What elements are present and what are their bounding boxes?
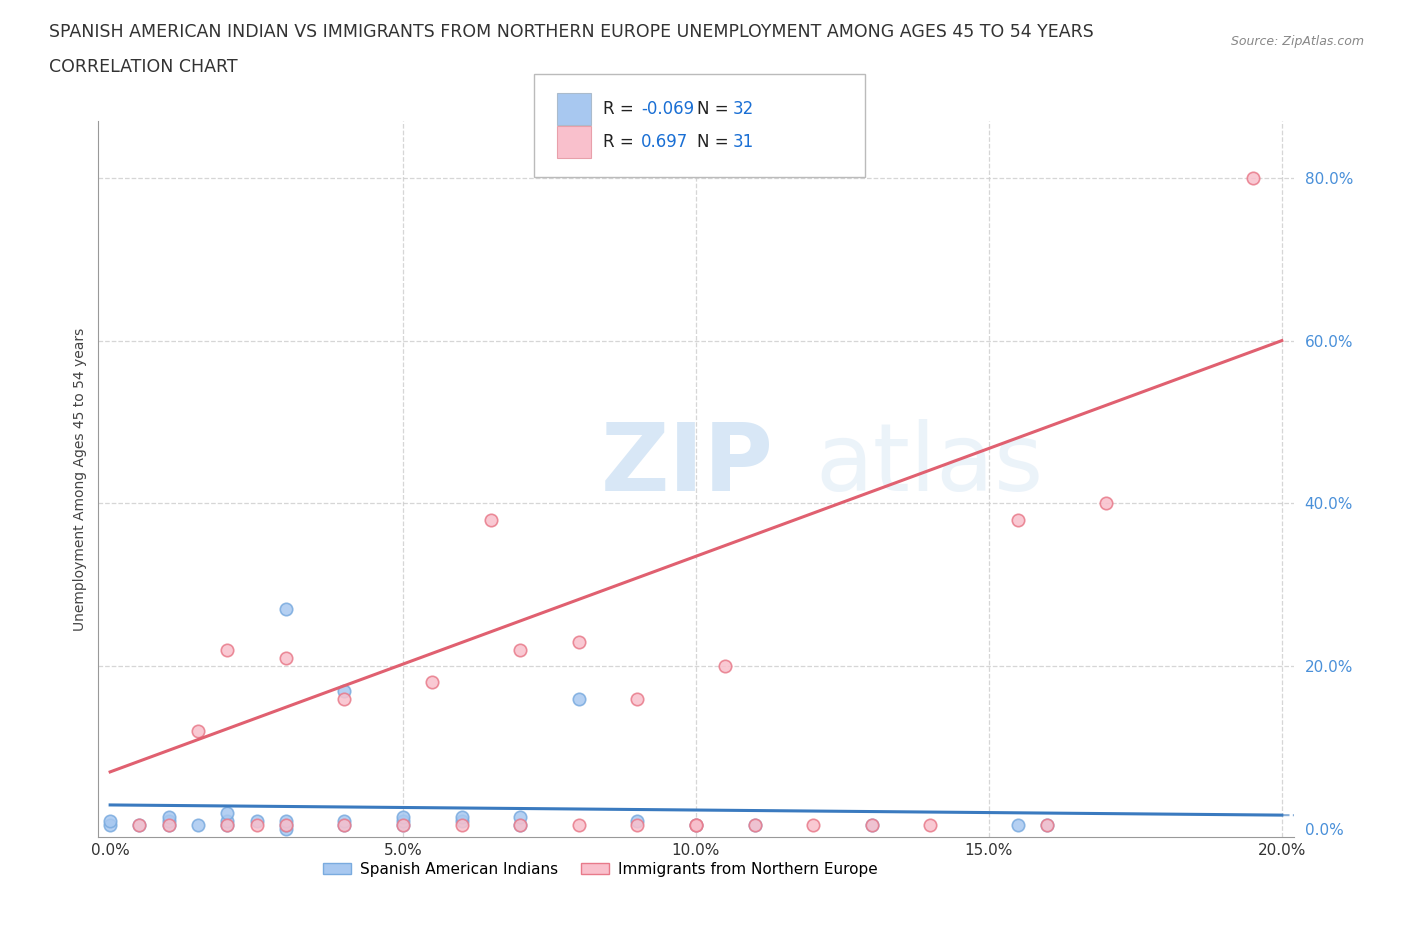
Point xyxy=(246,817,269,832)
Point xyxy=(217,813,239,829)
Point xyxy=(333,691,356,706)
Text: CORRELATION CHART: CORRELATION CHART xyxy=(49,58,238,75)
Point xyxy=(450,813,472,829)
Y-axis label: Unemployment Among Ages 45 to 54 years: Unemployment Among Ages 45 to 54 years xyxy=(73,327,87,631)
Point xyxy=(246,813,269,829)
Point xyxy=(860,817,883,832)
Point xyxy=(98,813,121,829)
Point xyxy=(274,813,297,829)
Point xyxy=(714,658,737,673)
Legend: Spanish American Indians, Immigrants from Northern Europe: Spanish American Indians, Immigrants fro… xyxy=(318,856,883,884)
Point xyxy=(217,643,239,658)
Point xyxy=(568,691,591,706)
Point xyxy=(450,809,472,824)
Text: N =: N = xyxy=(697,133,734,152)
Point xyxy=(860,817,883,832)
Point xyxy=(392,817,415,832)
Point xyxy=(744,817,766,832)
Point xyxy=(450,817,472,832)
Point xyxy=(333,817,356,832)
Point xyxy=(333,813,356,829)
Point xyxy=(626,691,648,706)
Point xyxy=(392,809,415,824)
Text: 32: 32 xyxy=(733,100,754,118)
Point xyxy=(392,817,415,832)
Text: N =: N = xyxy=(697,100,734,118)
Text: R =: R = xyxy=(603,133,644,152)
Point xyxy=(509,809,531,824)
Text: -0.069: -0.069 xyxy=(641,100,695,118)
Point xyxy=(157,809,180,824)
Point xyxy=(1036,817,1059,832)
Point xyxy=(920,817,942,832)
Point xyxy=(274,602,297,617)
Point xyxy=(128,817,150,832)
Point xyxy=(509,643,531,658)
Point xyxy=(801,817,824,832)
Text: R =: R = xyxy=(603,100,640,118)
Point xyxy=(1241,170,1264,185)
Point xyxy=(187,817,209,832)
Text: SPANISH AMERICAN INDIAN VS IMMIGRANTS FROM NORTHERN EUROPE UNEMPLOYMENT AMONG AG: SPANISH AMERICAN INDIAN VS IMMIGRANTS FR… xyxy=(49,23,1094,41)
Point xyxy=(509,817,531,832)
Point xyxy=(392,813,415,829)
Point xyxy=(568,634,591,649)
Point xyxy=(333,817,356,832)
Text: 0.697: 0.697 xyxy=(641,133,689,152)
Point xyxy=(333,683,356,698)
Point xyxy=(157,813,180,829)
Point xyxy=(685,817,707,832)
Point xyxy=(1007,817,1029,832)
Point xyxy=(128,817,150,832)
Text: 31: 31 xyxy=(733,133,754,152)
Point xyxy=(744,817,766,832)
Point xyxy=(509,817,531,832)
Text: ZIP: ZIP xyxy=(600,418,773,511)
Text: Source: ZipAtlas.com: Source: ZipAtlas.com xyxy=(1230,35,1364,48)
Point xyxy=(274,817,297,832)
Point xyxy=(98,817,121,832)
Point xyxy=(1036,817,1059,832)
Text: atlas: atlas xyxy=(815,418,1043,511)
Point xyxy=(187,724,209,738)
Point xyxy=(1007,512,1029,527)
Point xyxy=(568,817,591,832)
Point xyxy=(217,817,239,832)
Point xyxy=(274,817,297,832)
Point xyxy=(157,817,180,832)
Point xyxy=(685,817,707,832)
Point xyxy=(217,817,239,832)
Point xyxy=(685,817,707,832)
Point xyxy=(274,651,297,666)
Point xyxy=(626,817,648,832)
Point xyxy=(157,817,180,832)
Point xyxy=(274,821,297,836)
Point xyxy=(422,675,444,690)
Point xyxy=(1095,496,1118,511)
Point xyxy=(479,512,502,527)
Point xyxy=(626,813,648,829)
Point xyxy=(217,805,239,820)
